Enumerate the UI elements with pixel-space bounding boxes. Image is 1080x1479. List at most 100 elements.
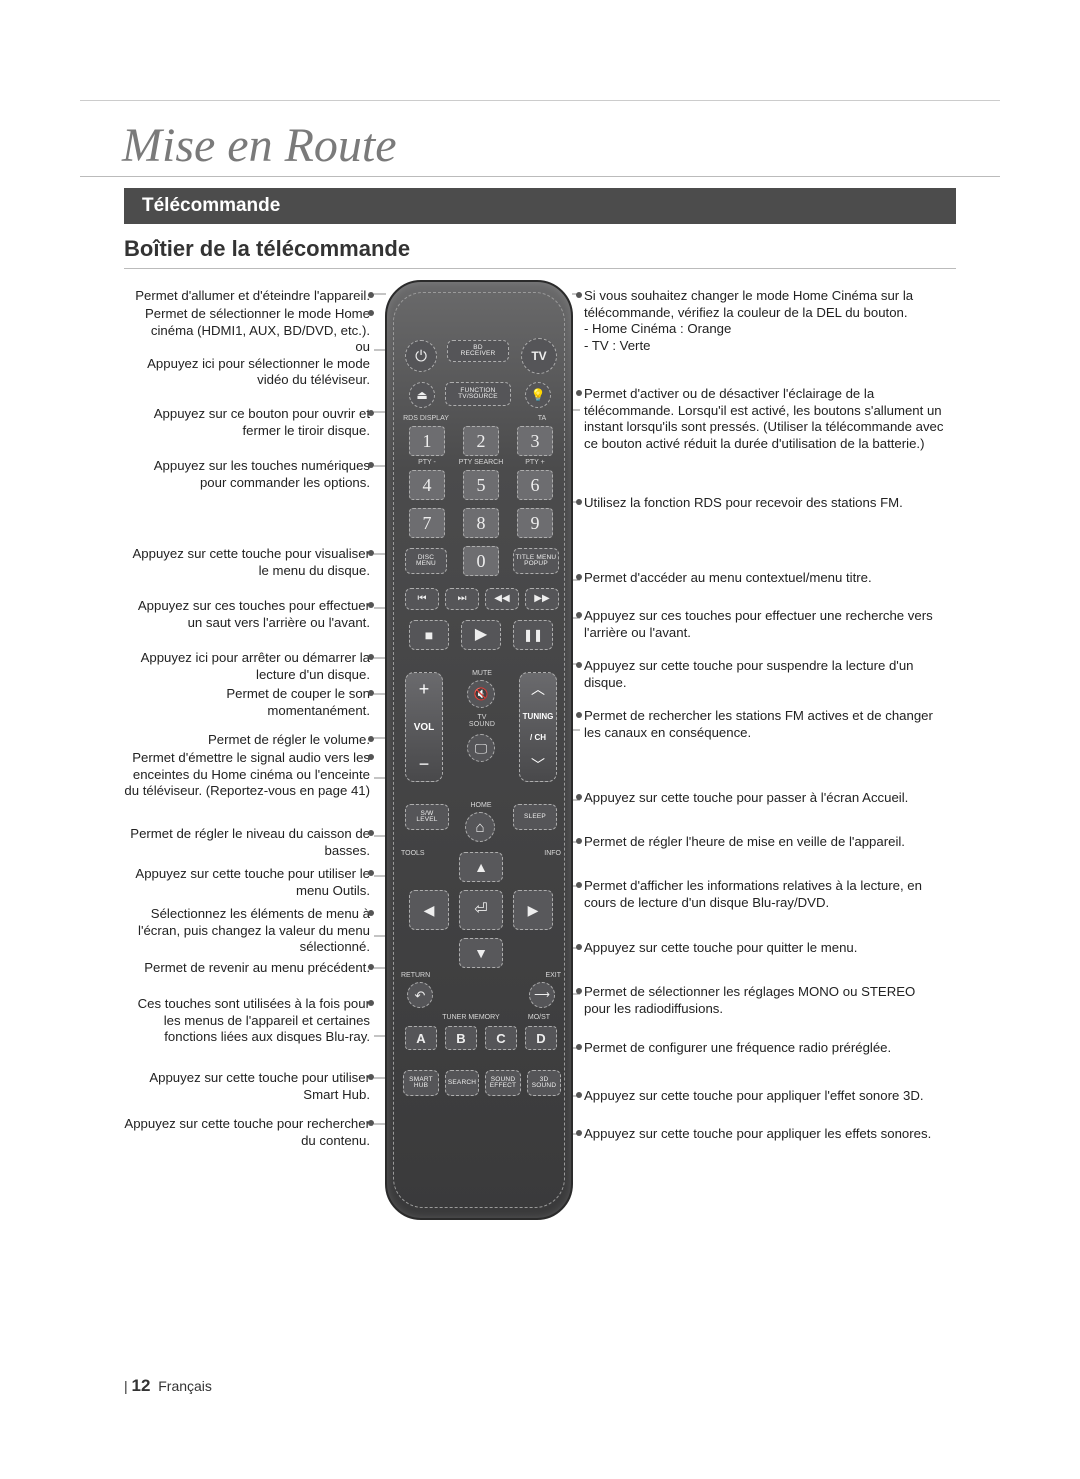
- pause-icon: ❚❚: [513, 620, 553, 650]
- callout-bullet-icon: [368, 410, 374, 416]
- skip-back-icon: ⏮: [405, 588, 439, 610]
- numpad-2: 2: [463, 426, 499, 456]
- callout-bullet-icon: [576, 574, 582, 580]
- title-menu-button: TITLE MENU POPUP: [513, 548, 559, 574]
- callout-left-12: Sélectionnez les éléments de menu à l'éc…: [124, 906, 370, 956]
- callout-right-12: Permet de configurer une fréquence radio…: [584, 1040, 944, 1057]
- callout-bullet-icon: [368, 870, 374, 876]
- page-container: Mise en Route Télécommande Boîtier de la…: [80, 60, 1000, 1420]
- callout-bullet-icon: [368, 654, 374, 660]
- volume-minus-icon: −: [419, 754, 430, 775]
- exit-label: EXIT: [521, 972, 561, 979]
- callout-left-11: Appuyez sur cette touche pour utiliser l…: [124, 866, 370, 899]
- callout-left-13: Permet de revenir au menu précédent.: [124, 960, 370, 977]
- callout-bullet-icon: [368, 690, 374, 696]
- page-footer: | 12 Français: [124, 1376, 212, 1396]
- search-button: SEARCH: [445, 1070, 479, 1096]
- numpad-3: 3: [517, 426, 553, 456]
- tv-sound-label: TV SOUND: [465, 714, 499, 728]
- callout-right-14: Appuyez sur cette touche pour appliquer …: [584, 1126, 944, 1143]
- pty-search-label: PTY SEARCH: [453, 459, 509, 466]
- light-icon: 💡: [525, 382, 551, 408]
- power-icon: ⏻: [405, 340, 437, 372]
- chapter-title: Mise en Route: [122, 118, 397, 173]
- callout-bullet-icon: [368, 1074, 374, 1080]
- callout-bullet-icon: [368, 462, 374, 468]
- callout-right-1: Permet d'activer ou de désactiver l'écla…: [584, 386, 944, 452]
- color-button-d: D: [525, 1026, 557, 1050]
- callout-right-7: Appuyez sur cette touche pour passer à l…: [584, 790, 944, 807]
- pty-plus-label: PTY +: [517, 459, 553, 466]
- callout-bullet-icon: [576, 944, 582, 950]
- tools-label: TOOLS: [401, 850, 441, 857]
- volume-plus-icon: +: [419, 679, 430, 700]
- subsection-title: Boîtier de la télécommande: [124, 236, 410, 262]
- rewind-icon: ◀◀: [485, 588, 519, 610]
- callout-left-8: Permet de régler le volume.: [124, 732, 370, 749]
- callout-bullet-icon: [368, 964, 374, 970]
- 3d-sound-button: 3D SOUND: [527, 1070, 561, 1096]
- numpad-1: 1: [409, 426, 445, 456]
- callout-right-8: Permet de régler l'heure de mise en veil…: [584, 834, 944, 851]
- callout-bullet-icon: [368, 310, 374, 316]
- callout-right-6: Permet de rechercher les stations FM act…: [584, 708, 944, 741]
- function-source-button: FUNCTION TV/SOURCE: [445, 382, 511, 406]
- sleep-button: SLEEP: [513, 804, 557, 830]
- tuning-label: TUNING: [523, 712, 554, 721]
- numpad-0: 0: [463, 546, 499, 576]
- callout-bullet-icon: [368, 292, 374, 298]
- callout-bullet-icon: [576, 838, 582, 844]
- ta-label: TA: [527, 415, 557, 422]
- numpad-8: 8: [463, 508, 499, 538]
- section-title: Télécommande: [142, 195, 280, 217]
- bd-receiver-button: BD RECEIVER: [447, 340, 509, 362]
- numpad-7: 7: [409, 508, 445, 538]
- volume-rocker: + VOL −: [405, 672, 443, 782]
- callout-bullet-icon: [576, 662, 582, 668]
- disc-menu-button: DISC MENU: [405, 548, 447, 574]
- pty-minus-label: PTY -: [409, 459, 445, 466]
- callout-left-2: Appuyez sur ce bouton pour ouvrir et fer…: [124, 406, 370, 439]
- callout-right-13: Appuyez sur cette touche pour appliquer …: [584, 1088, 944, 1105]
- numpad-5: 5: [463, 470, 499, 500]
- callout-right-3: Permet d'accéder au menu contextuel/menu…: [584, 570, 944, 587]
- smart-hub-button: SMART HUB: [403, 1070, 439, 1096]
- play-icon: ▶: [461, 620, 501, 650]
- mute-label: MUTE: [465, 670, 499, 677]
- numpad-9: 9: [517, 508, 553, 538]
- callout-right-11: Permet de sélectionner les réglages MONO…: [584, 984, 944, 1017]
- callout-bullet-icon: [576, 499, 582, 505]
- callout-bullet-icon: [576, 988, 582, 994]
- page-top-hairline: [80, 100, 1000, 101]
- color-button-b: B: [445, 1026, 477, 1050]
- stop-icon: ■: [409, 620, 449, 650]
- nav-down-icon: ▼: [459, 938, 503, 968]
- callout-bullet-icon: [576, 794, 582, 800]
- callout-right-2: Utilisez la fonction RDS pour recevoir d…: [584, 495, 944, 512]
- section-bar: Télécommande: [124, 188, 956, 224]
- callout-bullet-icon: [368, 1120, 374, 1126]
- channel-down-icon: ﹀: [531, 755, 545, 775]
- page-number: 12: [132, 1376, 151, 1395]
- nav-left-icon: ◀: [409, 890, 449, 930]
- callout-bullet-icon: [576, 1130, 582, 1136]
- skip-fwd-icon: ⏭: [445, 588, 479, 610]
- callout-bullet-icon: [576, 612, 582, 618]
- callout-left-15: Appuyez sur cette touche pour utiliser S…: [124, 1070, 370, 1103]
- sound-effect-button: SOUND EFFECT: [485, 1070, 521, 1096]
- return-icon: ↶: [407, 982, 433, 1008]
- home-label: HOME: [459, 802, 503, 809]
- mo-st-label: MO/ST: [519, 1014, 559, 1021]
- fast-forward-icon: ▶▶: [525, 588, 559, 610]
- callout-left-16: Appuyez sur cette touche pour rechercher…: [124, 1116, 370, 1149]
- callout-left-5: Appuyez sur ces touches pour effectuer u…: [124, 598, 370, 631]
- callout-bullet-icon: [576, 882, 582, 888]
- return-label: RETURN: [401, 972, 445, 979]
- mute-icon: 🔇: [467, 680, 495, 708]
- callout-left-3: Appuyez sur les touches numériques pour …: [124, 458, 370, 491]
- callout-left-14: Ces touches sont utilisées à la fois pou…: [124, 996, 370, 1046]
- callout-left-10: Permet de régler le niveau du caisson de…: [124, 826, 370, 859]
- callout-right-4: Appuyez sur ces touches pour effectuer u…: [584, 608, 944, 641]
- callout-left-7: Permet de couper le son momentanément.: [124, 686, 370, 719]
- callout-left-0: Permet d'allumer et d'éteindre l'apparei…: [124, 288, 370, 305]
